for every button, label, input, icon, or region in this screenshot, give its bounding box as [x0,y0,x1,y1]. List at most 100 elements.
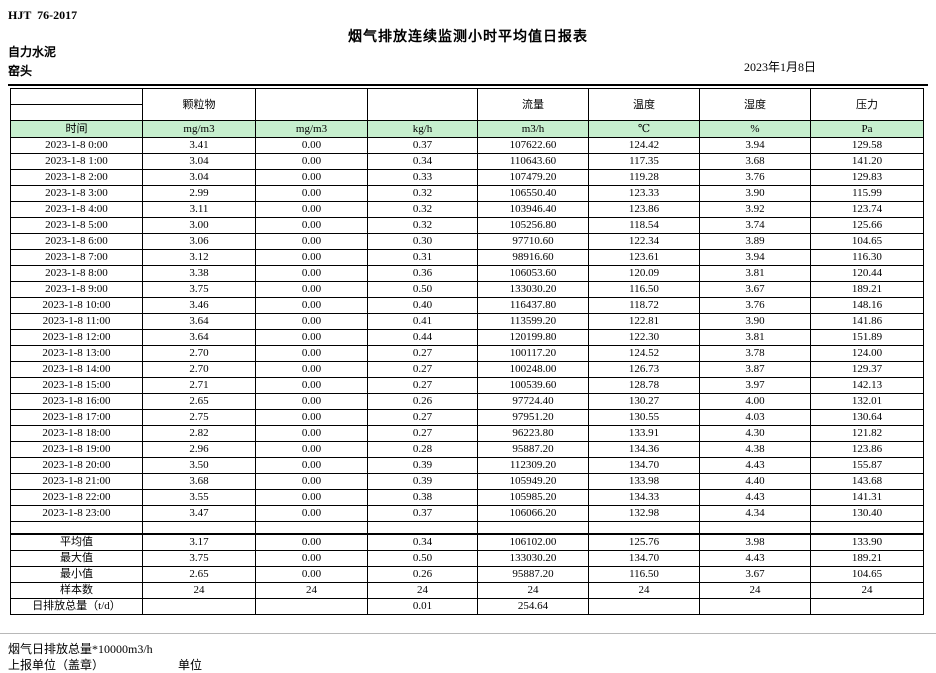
table-row: 2023-1-8 4:00 3.11 0.00 0.32 103946.40 123.86… [10,201,924,218]
cell: 95887.20 [477,565,589,583]
cell: 日排放总量（t/d） [10,597,143,615]
cell: 0.00 [255,361,368,378]
cell: 24 [142,581,256,599]
cell: 24 [810,581,924,599]
cell: 0.31 [367,249,478,266]
cell: 3.76 [699,169,811,186]
cell: 0.00 [255,565,368,583]
cell: 105949.20 [477,473,589,490]
cell: 155.87 [810,457,924,474]
cell: 100117.20 [477,345,589,362]
cell: 106066.20 [477,505,589,522]
cell: 0.37 [367,137,478,154]
cell: 0.28 [367,441,478,458]
cell: 2023-1-8 9:00 [10,281,143,298]
table-row: 2023-1-8 12:00 3.64 0.00 0.44 120199.80 122.3… [10,329,924,346]
cell: 2023-1-8 17:00 [10,409,143,426]
cell: 116.50 [588,281,700,298]
cell: 2.70 [142,361,256,378]
cell: 3.98 [699,532,811,551]
header-cell-particulate: 颗粒物 [142,88,256,121]
cell: 120.09 [588,265,700,282]
cell: 123.74 [810,201,924,218]
header-cell-humidity: 湿度 [699,88,811,121]
cell: 133030.20 [477,281,589,298]
cell: 3.76 [699,297,811,314]
cell: 107479.20 [477,169,589,186]
cell [142,597,256,615]
cell: 120199.80 [477,329,589,346]
cell: 105985.20 [477,489,589,506]
table-row: 2023-1-8 10:00 3.46 0.00 0.40 116437.80 118.7… [10,297,924,314]
cell: 96223.80 [477,425,589,442]
cell: 0.34 [367,532,478,551]
summary-row: 最小值 2.65 0.00 0.26 95887.20 116.50 3.67 104.65 [10,565,924,583]
cell: 0.00 [255,532,368,551]
cell: 0.33 [367,169,478,186]
cell: 样本数 [10,581,143,599]
cell: 平均值 [10,532,143,551]
header-cell-temperature: 温度 [588,88,700,121]
cell [255,521,368,534]
cell: 24 [588,581,700,599]
cell: 3.74 [699,217,811,234]
cell: 2023-1-8 4:00 [10,201,143,218]
table-row: 2023-1-8 8:00 3.38 0.00 0.36 106053.60 120.09… [10,265,924,282]
cell: 4.43 [699,457,811,474]
cell: 123.33 [588,185,700,202]
cell: 3.67 [699,565,811,583]
cell: 0.32 [367,217,478,234]
cell: 0.37 [367,505,478,522]
cell: 4.00 [699,393,811,410]
cell: 107622.60 [477,137,589,154]
cell: 24 [699,581,811,599]
header-cell-time-blank-bottom [10,104,143,121]
cell: 3.68 [142,473,256,490]
table-row: 2023-1-8 9:00 3.75 0.00 0.50 133030.20 116.50… [10,281,924,298]
cell: 189.21 [810,549,924,567]
cell: 0.34 [367,153,478,170]
cell: 0.00 [255,281,368,298]
header-cell-time-blank-top [10,88,143,105]
cell: 3.92 [699,201,811,218]
cell: 最大值 [10,549,143,567]
cell: 3.17 [142,532,256,551]
cell: 2023-1-8 19:00 [10,441,143,458]
cell: 97710.60 [477,233,589,250]
cell: 4.40 [699,473,811,490]
cell: 2.75 [142,409,256,426]
table-row: 2023-1-8 19:00 2.96 0.00 0.28 95887.20 134.36… [10,441,924,458]
cell: 116.30 [810,249,924,266]
spacer-row [10,521,924,534]
table-top-rule [8,84,928,86]
cell: 110643.60 [477,153,589,170]
cell: 130.27 [588,393,700,410]
table-row: 2023-1-8 3:00 2.99 0.00 0.32 106550.40 123.33… [10,185,924,202]
table-row: 2023-1-8 21:00 3.68 0.00 0.39 105949.20 133.9… [10,473,924,490]
header-cell-flow: 流量 [477,88,589,121]
cell: 3.46 [142,297,256,314]
company-name: 自力水泥 [8,45,57,59]
cell: 130.55 [588,409,700,426]
cell: 最小值 [10,565,143,583]
cell: 106102.00 [477,532,589,551]
footnote-total-emission: 烟气日排放总量*10000m3/h [8,642,153,656]
cell: 0.32 [367,201,478,218]
cell: 2023-1-8 15:00 [10,377,143,394]
cell: 254.64 [477,597,589,615]
cell: 3.00 [142,217,256,234]
standard-number: HJT 76-2017 [8,8,78,22]
cell: 129.83 [810,169,924,186]
unit-header-kgh: kg/h [367,120,478,138]
cell: 116437.80 [477,297,589,314]
cell: 3.78 [699,345,811,362]
cell: 2.96 [142,441,256,458]
cell: 133.91 [588,425,700,442]
cell: 2023-1-8 10:00 [10,297,143,314]
cell: 0.27 [367,425,478,442]
page-break-rule [0,633,936,634]
cell: 0.00 [255,457,368,474]
cell: 3.04 [142,169,256,186]
cell: 4.43 [699,549,811,567]
cell: 4.38 [699,441,811,458]
